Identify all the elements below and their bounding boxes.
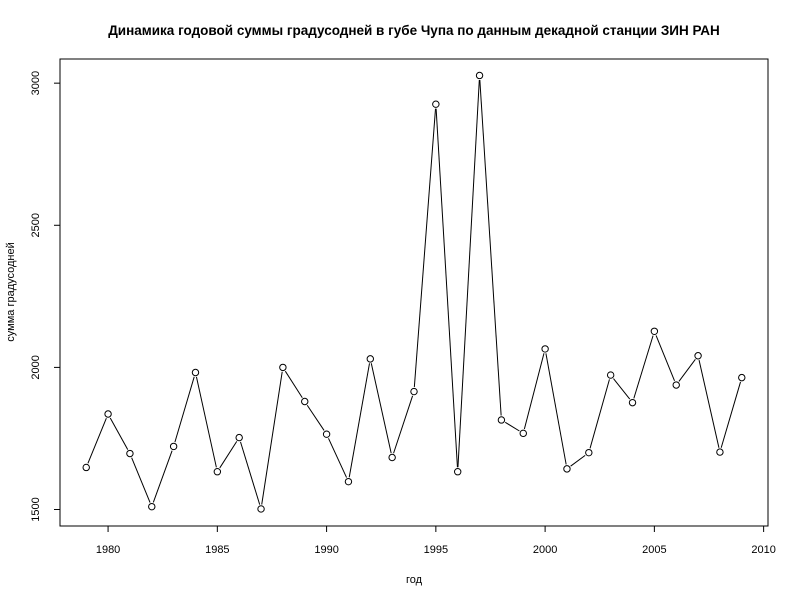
series-segment	[698, 360, 720, 448]
data-point	[519, 429, 527, 438]
series-segment	[633, 335, 654, 399]
data-point	[628, 398, 637, 407]
y-tick-label: 2000	[30, 355, 42, 379]
series-segment	[87, 417, 107, 464]
data-point	[475, 71, 484, 80]
series-segment	[284, 370, 303, 398]
x-tick-label: 1980	[96, 544, 120, 556]
data-point	[432, 100, 440, 108]
series-segment	[413, 108, 437, 388]
series-segment	[523, 353, 545, 430]
series-segment	[195, 376, 217, 468]
series-segment	[370, 363, 392, 454]
series-segment	[678, 359, 696, 382]
data-point	[585, 448, 593, 457]
series-segment	[306, 404, 325, 431]
data-point	[454, 468, 462, 476]
y-tick-label: 1500	[30, 497, 42, 521]
x-tick-label: 1990	[314, 544, 338, 556]
series-segment	[261, 371, 283, 505]
data-point	[126, 449, 134, 458]
data-point	[606, 371, 615, 379]
series-segment	[589, 379, 610, 449]
data-point	[322, 430, 331, 438]
data-point	[388, 453, 396, 462]
data-point	[563, 465, 571, 473]
data-point	[650, 327, 659, 335]
series-segment	[435, 108, 458, 468]
data-point	[541, 345, 549, 353]
data-point	[104, 410, 112, 418]
series-segment	[152, 450, 173, 503]
data-point	[213, 468, 222, 476]
series-points	[82, 71, 746, 513]
series-segment	[219, 441, 238, 469]
data-point	[301, 397, 309, 406]
data-point	[716, 448, 724, 456]
x-tick-label: 2010	[751, 544, 775, 556]
series-segment	[613, 378, 631, 400]
series-segment	[479, 79, 502, 416]
data-point	[257, 505, 265, 513]
series-line	[87, 79, 741, 505]
data-point	[410, 387, 418, 396]
data-point	[672, 381, 680, 389]
data-point	[148, 502, 156, 511]
data-point	[169, 442, 178, 451]
y-tick-label: 3000	[30, 71, 42, 95]
series-segment	[720, 381, 741, 448]
y-axis: 1500 2000 2500 3000	[30, 71, 61, 522]
series-segment	[131, 457, 151, 503]
series-segment	[393, 395, 414, 454]
x-axis: 1980 1985 1990 1995 2000 2005 2010	[96, 525, 776, 556]
series-segment	[348, 363, 371, 478]
series-segment	[570, 454, 586, 467]
data-point	[497, 416, 506, 424]
series-segment	[240, 441, 261, 505]
series-segment	[328, 438, 348, 478]
series-segment	[109, 417, 129, 450]
data-point	[279, 363, 287, 372]
series-segment	[504, 421, 520, 432]
series-segment	[545, 353, 567, 465]
data-point	[82, 463, 90, 472]
series-segment	[457, 79, 480, 468]
x-tick-label: 1985	[205, 544, 229, 556]
plot-frame	[59, 58, 769, 527]
data-point	[191, 368, 200, 377]
series-segment	[174, 376, 195, 443]
x-tick-label: 1995	[424, 544, 448, 556]
y-axis-label: сумма градусодней	[5, 242, 17, 341]
data-point	[235, 433, 243, 442]
data-point	[694, 352, 702, 360]
data-point	[738, 373, 746, 382]
series-segment	[655, 335, 675, 382]
chart-title: Динамика годовой суммы градусодней в губ…	[108, 23, 720, 38]
data-point	[366, 355, 374, 363]
x-axis-label: год	[406, 574, 423, 586]
x-tick-label: 2005	[642, 544, 666, 556]
y-tick-label: 2500	[30, 213, 42, 237]
data-point	[344, 477, 353, 486]
x-tick-label: 2000	[533, 544, 557, 556]
